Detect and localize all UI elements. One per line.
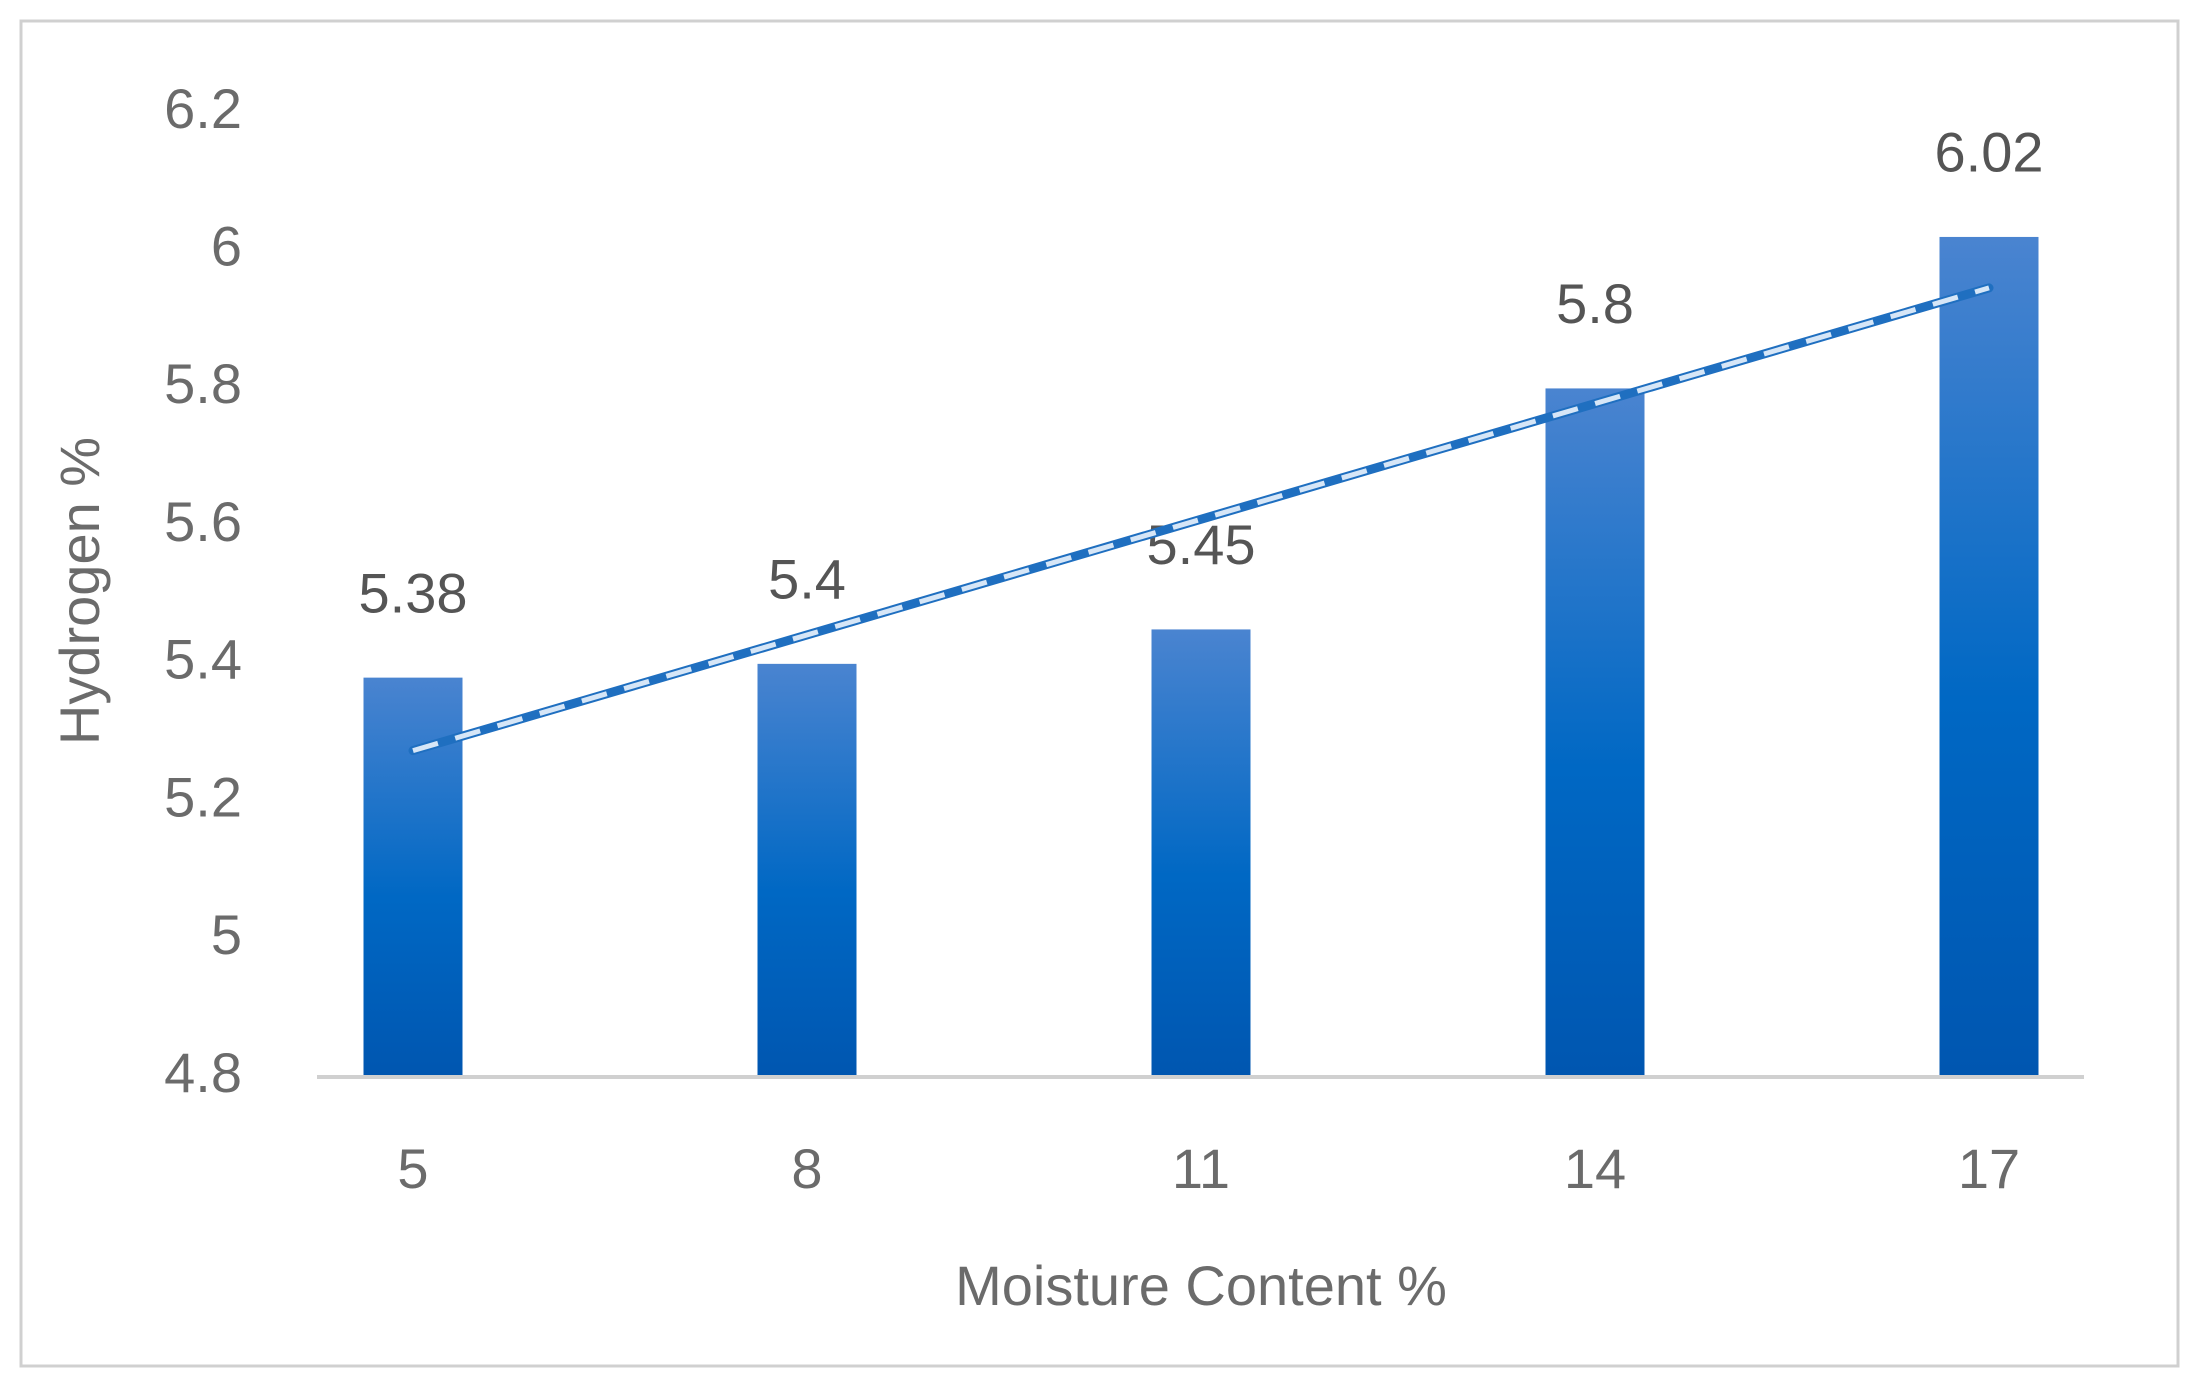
x-tick-label: 11: [1172, 1137, 1230, 1200]
data-label: 5.8: [1556, 272, 1634, 335]
x-tick-label: 17: [1958, 1137, 2020, 1200]
y-tick-label: 6: [211, 215, 242, 278]
x-tick-label: 8: [791, 1137, 822, 1200]
data-label: 5.38: [359, 561, 468, 624]
y-tick-label: 5.6: [164, 490, 242, 553]
x-tick-label: 5: [397, 1137, 428, 1200]
data-label: 5.4: [768, 548, 846, 611]
y-tick-label: 5.4: [164, 628, 242, 691]
chart-border: [19, 19, 2180, 1368]
bar: [1151, 629, 1251, 1077]
y-tick-label: 6.2: [164, 77, 242, 140]
bar: [1545, 388, 1645, 1077]
x-axis-title: Moisture Content %: [955, 1254, 1447, 1317]
trendline-dash: [412, 285, 1990, 754]
bar: [1939, 236, 2039, 1077]
y-tick-label: 4.8: [164, 1041, 242, 1104]
data-label: 6.02: [1935, 121, 2044, 184]
x-tick-label: 14: [1564, 1137, 1626, 1200]
y-tick-label: 5: [211, 903, 242, 966]
y-tick-label: 5.8: [164, 352, 242, 415]
bar: [757, 663, 857, 1077]
y-axis-title: Hydrogen %: [48, 437, 111, 745]
y-tick-label: 5.2: [164, 765, 242, 828]
